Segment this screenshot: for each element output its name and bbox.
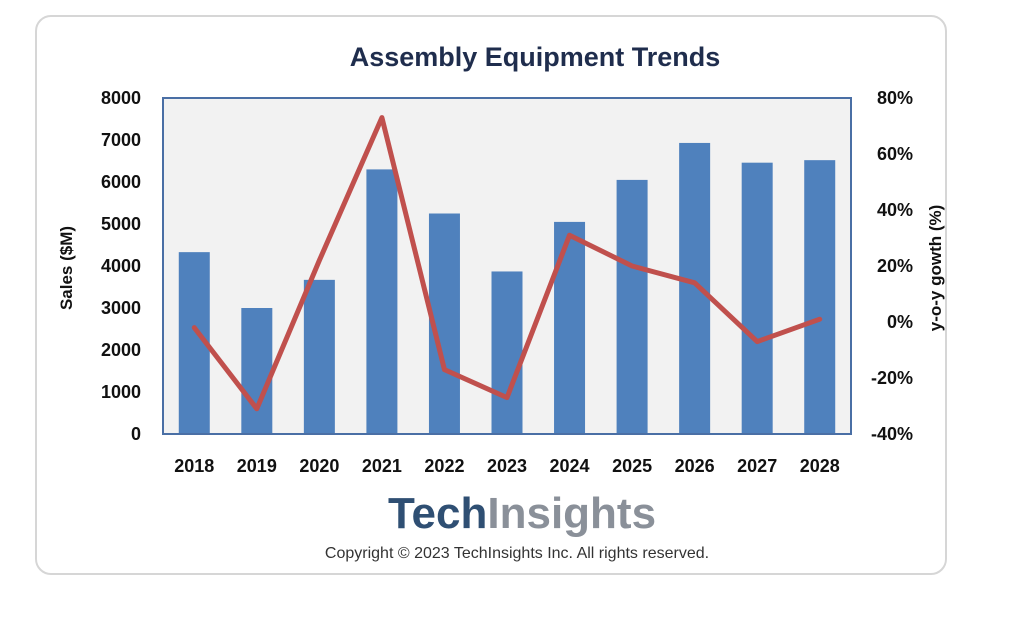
bar-2025 [616,179,648,434]
copyright-text: Copyright © 2023 TechInsights Inc. All r… [325,545,709,562]
y-tick-label: 2000 [101,340,141,360]
x-tick-label: 2022 [424,456,464,476]
y2-tick-label: -40% [871,424,913,444]
bar-2024 [554,221,586,434]
x-tick-label: 2027 [737,456,777,476]
y2-tick-label: 60% [877,144,913,164]
chart-title: Assembly Equipment Trends [350,42,721,72]
y-tick-label: 3000 [101,298,141,318]
bar-2027 [741,162,773,434]
bar-2028 [804,160,836,434]
bar-2026 [679,142,711,434]
y-tick-label: 0 [131,424,141,444]
plot-frame [162,97,852,435]
bar-2020 [303,279,335,434]
techinsights-logo: TechInsights [388,489,656,538]
growth-line-series [191,115,823,412]
x-tick-label: 2023 [487,456,527,476]
y2-tick-label: 0% [887,312,913,332]
y-tick-label: 5000 [101,214,141,234]
y2-axis-label: y-o-y gowth (%) [926,205,945,332]
x-tick-label: 2018 [174,456,214,476]
y-tick-label: 7000 [101,130,141,150]
y-tick-label: 6000 [101,172,141,192]
bar-2019 [241,308,273,434]
y2-tick-label: -20% [871,368,913,388]
y-axis-label: Sales ($M) [57,226,76,310]
x-tick-label: 2024 [550,456,590,476]
logo-tech: Tech [388,489,487,538]
y-tick-label: 8000 [101,88,141,108]
y-tick-label: 1000 [101,382,141,402]
x-tick-label: 2028 [800,456,840,476]
bar-2023 [491,271,523,434]
x-tick-label: 2020 [299,456,339,476]
y-tick-label: 4000 [101,256,141,276]
x-tick-label: 2021 [362,456,402,476]
x-tick-label: 2026 [675,456,715,476]
bar-2021 [366,169,398,434]
x-tick-label: 2019 [237,456,277,476]
logo-insights: Insights [487,489,656,538]
y2-tick-label: 40% [877,200,913,220]
x-tick-label: 2025 [612,456,652,476]
y2-tick-label: 20% [877,256,913,276]
y2-tick-label: 80% [877,88,913,108]
